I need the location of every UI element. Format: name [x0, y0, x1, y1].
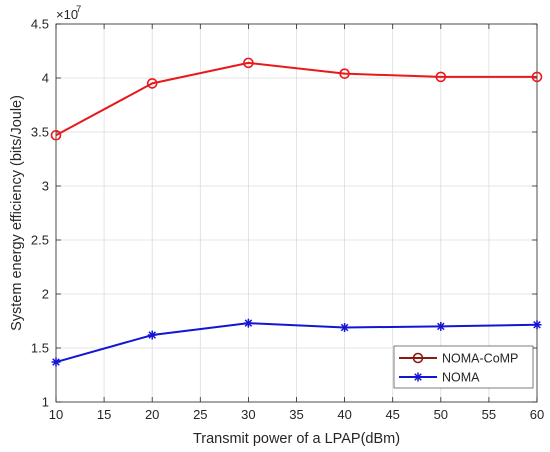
- x-tick-label: 60: [530, 407, 544, 422]
- y-tick-label: 3: [42, 179, 49, 194]
- data-point-noma: [532, 320, 542, 330]
- data-point-noma-comp: [435, 71, 447, 83]
- legend-label-noma-comp: NOMA-CoMP: [442, 352, 518, 366]
- data-point-noma: [340, 322, 350, 332]
- star-stroke: [244, 319, 253, 327]
- y-exponent-power: 7: [76, 4, 81, 15]
- star-stroke: [340, 323, 349, 332]
- x-tick-labels: 10 15 20 25 30 35 40 45 50 55 60: [49, 407, 544, 422]
- y-tick-label: 2: [42, 287, 49, 302]
- y-axis-title: System energy efficiency (bits/Joule): [9, 95, 25, 331]
- x-tick-label: 20: [145, 407, 159, 422]
- x-tick-label: 50: [434, 407, 448, 422]
- series-line-noma-comp: [55, 61, 537, 137]
- data-point-noma-comp: [339, 68, 350, 79]
- series-markers: [50, 57, 543, 367]
- legend-star-glyph: [413, 372, 423, 382]
- data-point-noma-comp: [243, 57, 254, 69]
- data-point-noma: [51, 357, 61, 367]
- data-point-noma: [147, 330, 157, 340]
- series-line-noma: [55, 322, 538, 364]
- x-tick-label: 40: [337, 407, 351, 422]
- data-point-noma: [243, 318, 253, 328]
- y-tick-label: 4.5: [31, 17, 49, 32]
- star-stroke: [52, 358, 60, 366]
- series-lines: [55, 61, 538, 364]
- data-point-noma-comp: [531, 71, 543, 83]
- legend: NOMA-CoMP NOMA: [393, 345, 534, 389]
- legend-marker-noma: [413, 372, 423, 382]
- y-tick-label: 2.5: [31, 233, 49, 248]
- x-tick-label: 15: [97, 407, 111, 422]
- y-tick-label: 4: [42, 71, 49, 86]
- data-point-noma-comp: [50, 129, 62, 141]
- data-point-noma-comp: [146, 78, 158, 89]
- x-axis-title: Transmit power of a LPAP(dBm): [193, 431, 400, 447]
- y-tick-labels: 1 1.5 2 2.5 3 3.5 4 4.5: [31, 17, 49, 410]
- x-tick-label: 35: [289, 407, 303, 422]
- legend-marker-noma-comp: [412, 352, 424, 364]
- x-tick-label: 30: [241, 407, 255, 422]
- x-tick-label: 45: [385, 407, 399, 422]
- y-tick-label: 3.5: [31, 125, 49, 140]
- data-point-noma: [436, 321, 446, 331]
- axis-ticks: [55, 23, 538, 403]
- star-stroke: [533, 321, 541, 329]
- y-tick-label: 1: [42, 395, 49, 410]
- x-tick-label: 10: [49, 407, 63, 422]
- x-tick-label: 55: [482, 407, 496, 422]
- star-stroke: [414, 373, 422, 381]
- y-tick-label: 1.5: [31, 341, 49, 356]
- star-stroke: [148, 331, 156, 339]
- star-stroke: [437, 322, 445, 331]
- y-exponent-base: ×10: [56, 7, 78, 22]
- legend-label-noma: NOMA: [442, 371, 480, 385]
- x-tick-label: 25: [193, 407, 207, 422]
